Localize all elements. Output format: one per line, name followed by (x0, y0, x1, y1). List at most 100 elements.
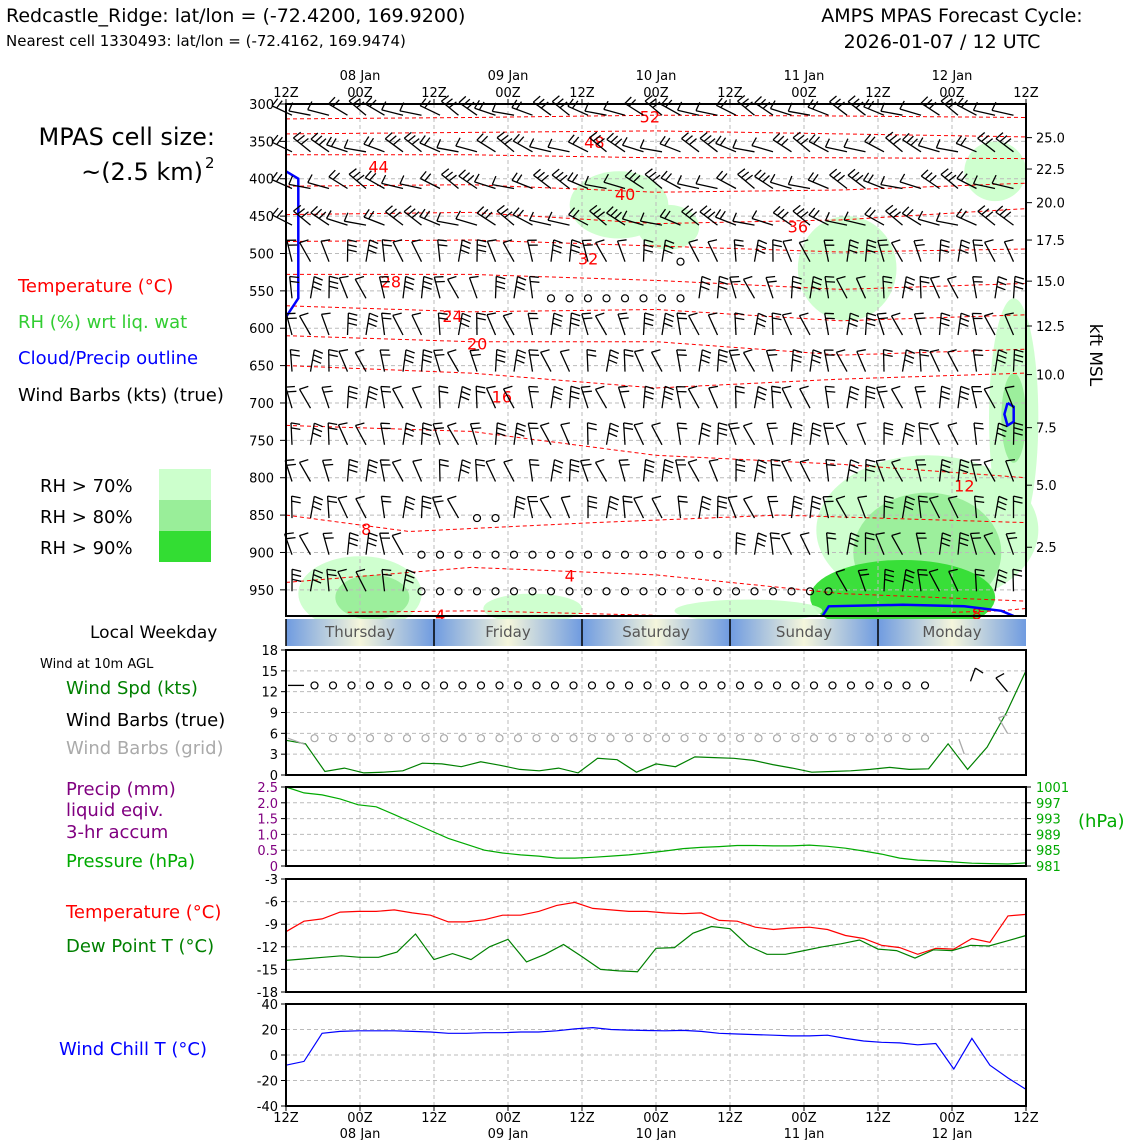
temperature-contour-4 (285, 208, 1027, 225)
wind-barb-342 (687, 385, 700, 409)
wind-barb-178 (616, 239, 627, 262)
wind-barb-523 (337, 568, 349, 592)
wind-barb-160 (286, 239, 298, 262)
wind-barb-259 (642, 312, 654, 336)
height-tick-label-9: 2.5 (1036, 541, 1057, 556)
wind-barb-225 (742, 275, 756, 299)
wind-barb-459 (633, 495, 645, 519)
bottom-date-label-1: 09 Jan (488, 1127, 529, 1140)
wind-barb-261 (676, 312, 688, 336)
wind-barb-127 (403, 205, 422, 226)
wind-barb-277 (971, 312, 983, 336)
wind-barb-20 (644, 94, 663, 116)
wind-barb-520 (291, 568, 302, 592)
wind-barb-262 (688, 312, 700, 336)
wind-calm-true-27 (809, 681, 819, 690)
wind-calm-grid-11 (513, 734, 523, 743)
calm-circle-502 (694, 550, 704, 559)
wind-barb-177 (595, 239, 608, 263)
wind-barb-323 (346, 385, 358, 409)
windchill-tick-label-4: -40 (257, 1100, 278, 1115)
wind-barb-334 (550, 385, 564, 409)
wind-barb-372 (513, 422, 526, 445)
height-tick-label-6: 10.0 (1036, 369, 1065, 384)
wind-barb-163 (346, 239, 357, 262)
wind-barb-295 (559, 349, 571, 372)
wind-barb-237 (972, 276, 983, 299)
temp-tick-label-4: -15 (257, 963, 278, 978)
height-tick-label-4: 15.0 (1036, 275, 1065, 290)
weekday-bar: Thursday Friday Saturday Sunday Monday (285, 619, 1026, 646)
wind-calm-true-25 (772, 681, 782, 690)
wind-barb-430 (846, 459, 860, 482)
wind-calm-true-16 (606, 681, 615, 690)
wind-barb-13 (511, 99, 533, 116)
wind-barb-301 (676, 349, 687, 372)
right-axis-label: kft MSL (1085, 324, 1105, 387)
wind-barb-482 (322, 532, 334, 555)
wind-barb-556 (948, 568, 959, 592)
calm-circle-487 (417, 550, 426, 559)
calm-circle-220 (657, 294, 667, 303)
wind-barb-288 (433, 349, 445, 372)
temperature-contour-label-10: 12 (954, 477, 974, 496)
wind-barb-414 (550, 459, 564, 482)
wind-calm-true-21 (698, 681, 708, 690)
height-tick-label-3: 17.5 (1036, 234, 1065, 249)
wind-barb-145 (732, 212, 755, 226)
calm-circle-533 (528, 587, 537, 596)
wind-barb-239 (1012, 275, 1025, 299)
wind-barb-244 (365, 312, 379, 336)
pressure-tick-label-12: 900 (249, 546, 274, 561)
rh-area-2 (797, 216, 897, 321)
wind-barb-294 (540, 349, 552, 372)
wind-calm-grid-27 (809, 734, 819, 743)
wind-barb-152 (864, 207, 885, 226)
legend-rh70: RH > 70% (40, 476, 133, 497)
wind-barb-374 (539, 422, 552, 446)
wind-barb-297 (605, 349, 620, 372)
wind-barb-271 (864, 312, 877, 336)
wind-barb-318 (994, 349, 1008, 372)
wind-barb-284 (354, 349, 367, 372)
precip-panel-frame (285, 786, 1027, 867)
wind-barb-63 (699, 132, 718, 153)
calm-circle-221 (676, 294, 685, 303)
wind-barb-grid-start (287, 737, 306, 746)
calm-circle-497 (602, 550, 611, 559)
wind-barb-411 (485, 458, 497, 482)
wind-barb-298 (623, 348, 634, 372)
pressure-tick-label-2: 400 (249, 173, 274, 188)
cloud-outline-2 (821, 603, 1015, 618)
wind-barb-235 (929, 275, 941, 299)
wind-calm-grid-32 (902, 734, 911, 743)
legend-rh80: RH > 80% (40, 507, 133, 528)
wind-barb-144 (714, 209, 737, 226)
wind-barb-403 (346, 458, 359, 482)
wind-barb-142 (681, 205, 700, 226)
wind-barb-93 (511, 172, 533, 190)
wind-barb-128 (419, 208, 441, 226)
wind-barb-428 (799, 458, 811, 482)
wind-barbs-true-label: Wind Barbs (true) (66, 710, 225, 731)
wind-barb-394 (918, 422, 929, 445)
wind-barb-376 (586, 422, 597, 445)
calm-circle-496 (583, 550, 593, 559)
precip-tick-label-4: 2.0 (257, 797, 278, 812)
wind-barb-126 (385, 205, 404, 226)
wind-barb-158 (977, 205, 996, 226)
wind-barb-469 (822, 495, 834, 519)
wind-barb-59 (621, 136, 644, 153)
wind-tick-label-2: 6 (270, 727, 278, 742)
wind-barb-310 (835, 349, 848, 372)
wind-barb-510 (846, 532, 860, 555)
wind-calm-grid-29 (846, 734, 856, 743)
wind-barb-185 (753, 239, 768, 262)
wind-calm-true-1 (328, 681, 338, 690)
wind-calm-true-2 (347, 681, 356, 690)
wind-barb-283 (338, 349, 349, 372)
wind-barb-391 (856, 422, 867, 446)
wind-barb-9 (440, 95, 459, 116)
wind-calm-true-19 (661, 681, 671, 690)
wind-barb-371 (494, 422, 507, 445)
